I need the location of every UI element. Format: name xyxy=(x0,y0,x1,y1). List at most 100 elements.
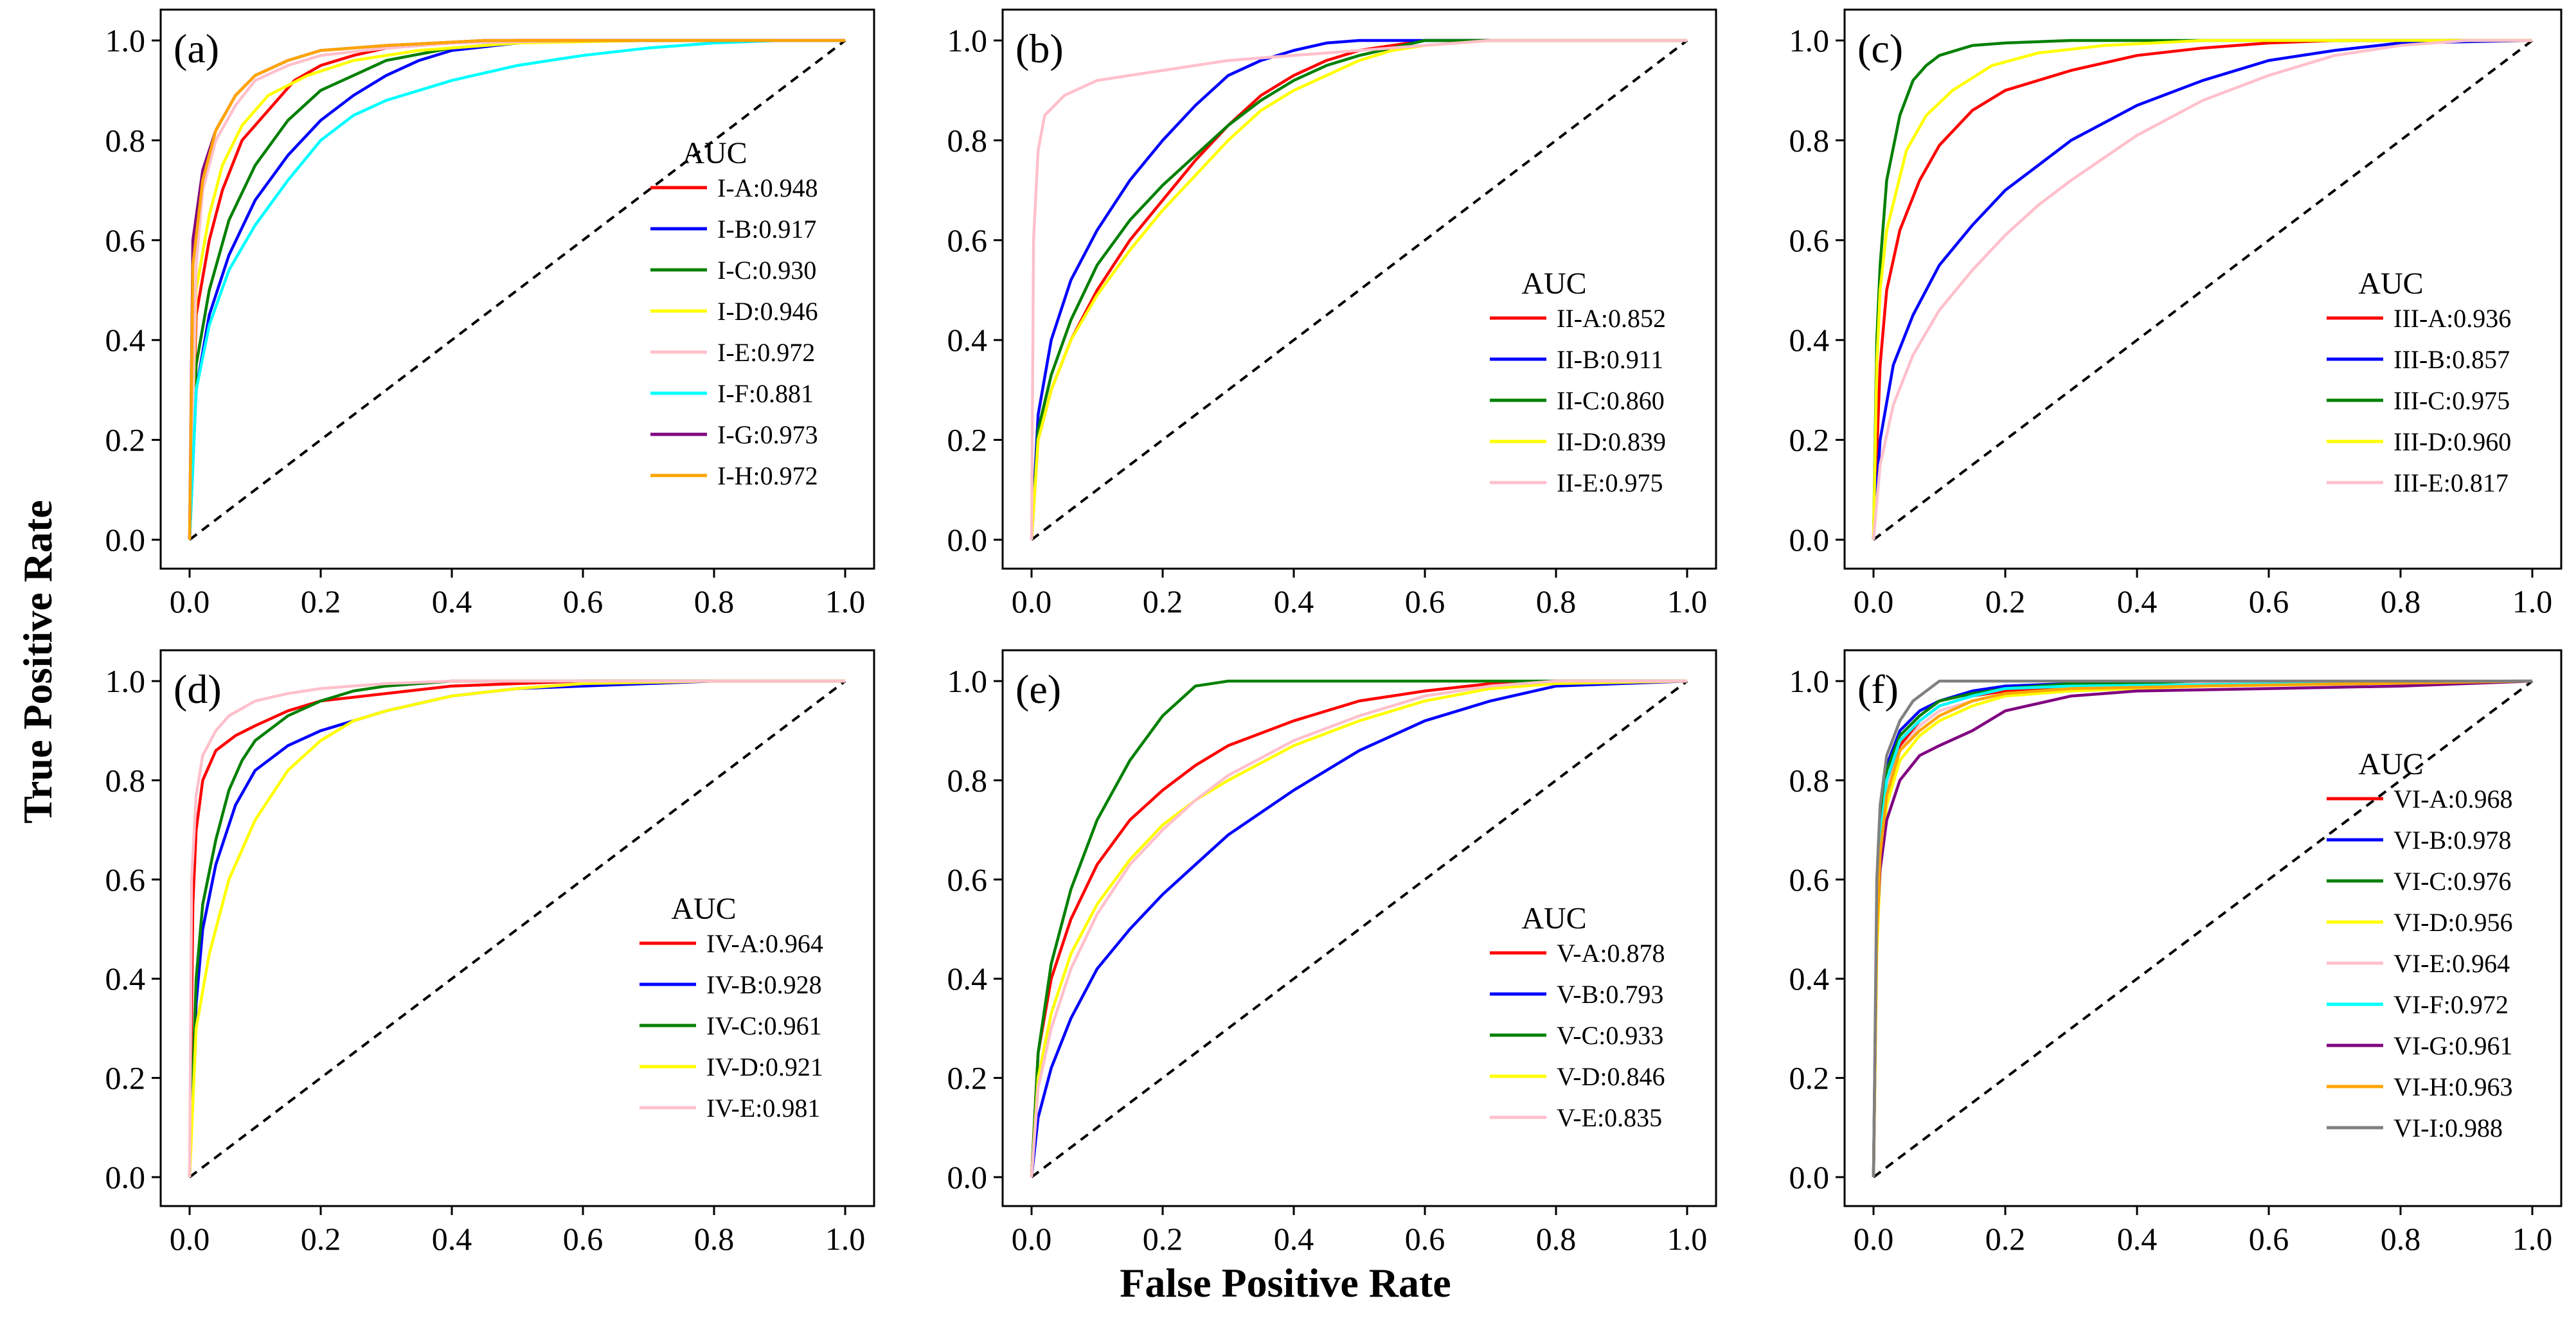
y-tick-label: 0.6 xyxy=(1789,862,1830,898)
x-tick-label: 0.4 xyxy=(432,583,472,619)
y-tick-label: 0.4 xyxy=(105,961,146,997)
x-axis-title: False Positive Rate xyxy=(1120,1260,1451,1306)
roc-curve-3 xyxy=(1872,39,2532,540)
legend-entry: III-A:0.936 xyxy=(2393,304,2511,333)
legend-entry: V-D:0.846 xyxy=(1557,1062,1665,1091)
legend-entry: VI-B:0.978 xyxy=(2393,826,2511,855)
panels-container: 0.0 0.2 0.4 0.6 0.8 1.0 0.0 0.2 0.4 0.6 0.8 1.0 (a) A… xyxy=(105,8,2563,1257)
legend-entry: I-G:0.973 xyxy=(717,420,818,449)
y-tick-label: 0.4 xyxy=(1789,961,1830,997)
y-axis-title: True Positive Rate xyxy=(15,500,60,824)
roc-panel-5: 0.0 0.2 0.4 0.6 0.8 1.0 0.0 0.2 0.4 0.6 0.8 1.0 (e) A… xyxy=(947,649,1717,1257)
y-tick-label: 0.8 xyxy=(947,122,988,158)
y-tick-label: 0.0 xyxy=(105,522,146,558)
roc-curve-2 xyxy=(1872,39,2533,540)
y-tick-label: 0.6 xyxy=(947,862,988,898)
x-tick-label: 0.6 xyxy=(2249,1221,2289,1257)
x-tick-label: 0.6 xyxy=(563,1221,604,1257)
legend-entry: IV-C:0.961 xyxy=(706,1011,822,1040)
legend: AUC II-A:0.852 II-B:0.911 II-C:0.860 II-D:0.… xyxy=(1490,267,1666,497)
legend-entry: II-E:0.975 xyxy=(1557,468,1663,497)
legend-entry: I-E:0.972 xyxy=(717,338,815,367)
y-tick-label: 0.8 xyxy=(947,762,988,798)
x-tick-label: 0.6 xyxy=(1405,1221,1445,1257)
y-tick-label: 0.4 xyxy=(105,322,146,358)
x-tick-label: 0.8 xyxy=(694,583,735,619)
y-tick-label: 0.6 xyxy=(105,862,146,898)
x-tick-label: 0.2 xyxy=(1143,583,1183,619)
legend: AUC V-A:0.878 V-B:0.793 V-C:0.933 V-D:0.846 V… xyxy=(1490,901,1665,1132)
y-tick-label: 0.4 xyxy=(947,322,988,358)
legend-entry: VI-H:0.963 xyxy=(2393,1072,2513,1101)
roc-curve-4 xyxy=(1872,39,2532,540)
roc-curve-3 xyxy=(188,679,845,1178)
roc-panel-1: 0.0 0.2 0.4 0.6 0.8 1.0 0.0 0.2 0.4 0.6 0.8 1.0 (a) A… xyxy=(105,8,875,619)
x-tick-label: 1.0 xyxy=(1667,583,1708,619)
plot-frame xyxy=(159,649,875,1207)
y-tick-label: 0.2 xyxy=(105,422,146,458)
legend-entry: IV-A:0.964 xyxy=(706,929,823,958)
x-tick-label: 0.8 xyxy=(1536,583,1577,619)
panel-label: (d) xyxy=(174,666,222,712)
x-tick-label: 1.0 xyxy=(825,583,866,619)
roc-curve-5 xyxy=(188,679,845,1178)
roc-curve-1 xyxy=(188,679,845,1178)
legend-title: AUC xyxy=(2358,267,2423,301)
y-tick-label: 0.8 xyxy=(1789,122,1830,158)
legend-entry: II-B:0.911 xyxy=(1557,345,1663,374)
roc-curve-6 xyxy=(188,39,845,540)
y-tick-label: 1.0 xyxy=(105,663,146,699)
roc-curve-1 xyxy=(1030,679,1687,1178)
legend: AUC VI-A:0.968 VI-B:0.978 VI-C:0.976 VI-D:0.… xyxy=(2327,747,2513,1142)
x-tick-label: 0.6 xyxy=(1405,583,1445,619)
legend-entry: VI-F:0.972 xyxy=(2393,990,2509,1019)
x-tick-label: 0.4 xyxy=(1274,1221,1314,1257)
plot-frame xyxy=(1843,8,2563,570)
legend-entry: IV-E:0.981 xyxy=(706,1094,820,1123)
panel-label: (b) xyxy=(1015,26,1064,71)
x-tick-label: 0.8 xyxy=(2381,1221,2421,1257)
legend-entry: I-C:0.930 xyxy=(717,256,816,285)
y-tick-label: 0.2 xyxy=(947,1060,988,1096)
y-tick-label: 0.0 xyxy=(1789,1159,1830,1195)
panel-label: (f) xyxy=(1857,666,1899,712)
x-tick-label: 0.6 xyxy=(2249,583,2289,619)
legend-entry: VI-A:0.968 xyxy=(2393,785,2513,813)
plot-frame xyxy=(159,8,875,570)
x-tick-label: 0.0 xyxy=(1012,583,1052,619)
legend-entry: I-F:0.881 xyxy=(717,379,814,408)
x-tick-label: 0.0 xyxy=(1854,583,1894,619)
chance-diagonal xyxy=(188,39,846,541)
legend-entry: I-H:0.972 xyxy=(717,461,818,490)
x-tick-label: 0.4 xyxy=(2117,583,2158,619)
roc-curve-4 xyxy=(1030,39,1687,540)
y-tick-label: 0.6 xyxy=(1789,222,1830,258)
y-tick-label: 1.0 xyxy=(105,22,146,58)
x-tick-label: 0.2 xyxy=(301,583,341,619)
roc-panel-4: 0.0 0.2 0.4 0.6 0.8 1.0 0.0 0.2 0.4 0.6 0.8 1.0 (d) A… xyxy=(105,649,875,1257)
legend-entry: V-B:0.793 xyxy=(1557,980,1663,1009)
plot-frame xyxy=(1001,649,1717,1207)
y-tick-label: 0.0 xyxy=(105,1159,146,1195)
legend-title: AUC xyxy=(1521,267,1586,301)
plot-frame xyxy=(1001,8,1717,570)
y-tick-label: 0.2 xyxy=(947,422,988,458)
y-tick-label: 0.8 xyxy=(105,762,146,798)
y-tick-label: 0.6 xyxy=(947,222,988,258)
legend: AUC III-A:0.936 III-B:0.857 III-C:0.975 III-… xyxy=(2327,267,2511,497)
roc-curve-5 xyxy=(1030,39,1687,540)
legend: AUC IV-A:0.964 IV-B:0.928 IV-C:0.961 IV-D:0.… xyxy=(640,892,823,1123)
roc-curve-9 xyxy=(1872,679,2532,1178)
legend-entry: III-B:0.857 xyxy=(2393,345,2510,374)
legend: AUC I-A:0.948 I-B:0.917 I-C:0.930 I-D:0.946 I… xyxy=(650,136,818,490)
y-tick-label: 0.8 xyxy=(105,122,146,158)
chance-diagonal xyxy=(1030,680,1688,1178)
legend-entry: I-B:0.917 xyxy=(717,215,816,244)
roc-curve-5 xyxy=(188,39,845,540)
chance-diagonal xyxy=(188,680,846,1178)
legend-entry: IV-B:0.928 xyxy=(706,970,822,999)
y-tick-label: 0.0 xyxy=(947,522,988,558)
y-tick-label: 0.0 xyxy=(1789,522,1830,558)
roc-curve-3 xyxy=(1030,39,1687,540)
